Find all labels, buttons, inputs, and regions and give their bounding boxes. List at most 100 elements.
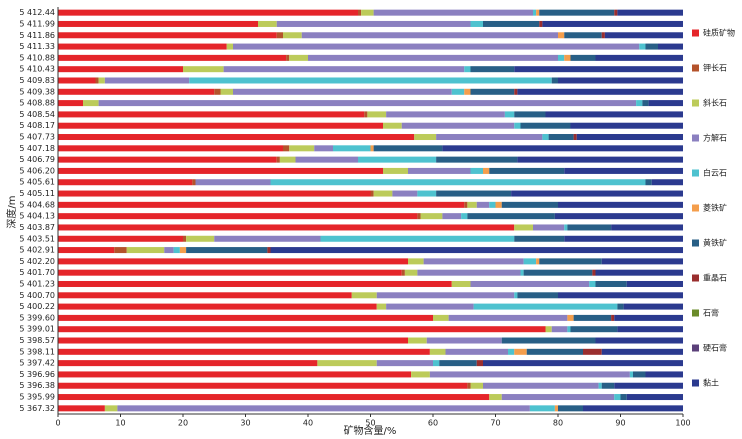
bar-segment <box>283 32 302 39</box>
bar-segment <box>464 201 468 208</box>
bar-segment <box>604 32 683 39</box>
bar-segment <box>433 360 440 367</box>
bar-segment <box>442 213 462 220</box>
y-tick-label: 5 402.91 <box>19 246 55 255</box>
bar-segment <box>539 9 615 16</box>
legend-swatch <box>692 29 699 37</box>
y-tick-label: 5 405.61 <box>19 178 55 187</box>
bar-segment <box>558 54 565 61</box>
legend-label: 白云石 <box>703 168 727 178</box>
bar-segment <box>351 292 377 299</box>
bar-segment <box>473 303 618 310</box>
bar-segment <box>383 167 408 174</box>
y-tick-label: 5 408.54 <box>19 110 55 119</box>
bar-segment <box>464 88 471 95</box>
bar-segment <box>623 303 683 310</box>
bar-segment <box>508 348 515 355</box>
bar-segment <box>276 20 471 27</box>
bar-segment <box>58 134 415 141</box>
bar-segment <box>595 54 683 61</box>
legend-label: 斜长石 <box>703 98 727 108</box>
legend-swatch <box>692 99 699 107</box>
bar-segment <box>611 314 615 321</box>
bar-segment <box>289 145 315 152</box>
bar-segment <box>448 314 568 321</box>
bar-segment <box>426 337 502 344</box>
bar-segment <box>558 405 583 412</box>
bar-segment <box>611 224 683 231</box>
x-tick-label: 20 <box>178 419 188 428</box>
legend-swatch <box>692 204 699 212</box>
bar-segment <box>58 145 283 152</box>
bar-segment <box>301 32 558 39</box>
bar-segment <box>495 201 502 208</box>
bar-segment <box>183 235 187 242</box>
bar-segment <box>104 405 118 412</box>
bar-segment <box>220 88 233 95</box>
bar-segment <box>520 122 571 129</box>
bar-segment <box>467 213 555 220</box>
bar-segment <box>514 111 546 118</box>
bar-segment <box>542 134 549 141</box>
bar-segment <box>58 100 83 107</box>
bar-segment <box>583 405 683 412</box>
bar-segment <box>470 167 483 174</box>
bar-segment <box>386 303 474 310</box>
bar-segment <box>570 54 596 61</box>
bar-segment <box>567 224 612 231</box>
bar-segment <box>536 258 540 265</box>
bar-segment <box>214 88 221 95</box>
bar-segment <box>95 77 99 84</box>
bar-segment <box>501 201 558 208</box>
bar-segment <box>470 66 515 73</box>
bar-segment <box>595 337 683 344</box>
bar-segment <box>595 269 683 276</box>
bar-segment <box>267 247 271 254</box>
bar-segment <box>317 360 377 367</box>
bar-segment <box>626 280 683 287</box>
bar-segment <box>564 54 571 61</box>
legend-swatch <box>692 64 699 72</box>
legend-label: 石膏 <box>703 308 719 318</box>
bar-segment <box>445 348 508 355</box>
bar-segment <box>526 348 583 355</box>
bar-segment <box>642 100 649 107</box>
legend-swatch <box>692 134 699 142</box>
bar-segment <box>451 280 471 287</box>
bar-segment <box>286 54 290 61</box>
bar-segment <box>523 269 593 276</box>
bar-segment <box>417 190 437 197</box>
bar-segment <box>436 156 518 163</box>
bar-segment <box>589 280 596 287</box>
bar-segment <box>370 190 374 197</box>
bar-segment <box>58 235 183 242</box>
bar-segment <box>58 405 105 412</box>
bar-segment <box>558 201 683 208</box>
bar-segment <box>639 43 646 50</box>
bar-segment <box>617 303 624 310</box>
bar-segment <box>429 371 630 378</box>
x-tick-label: 60 <box>428 419 438 428</box>
bar-segment <box>614 382 683 389</box>
bar-segment <box>404 269 418 276</box>
bar-segment <box>58 43 227 50</box>
bar-segment <box>483 382 599 389</box>
bar-segment <box>98 100 637 107</box>
bar-segment <box>58 66 183 73</box>
y-tick-label: 5 396.38 <box>19 381 55 390</box>
bar-segment <box>195 179 271 186</box>
bar-segment <box>58 179 193 186</box>
bar-segment <box>514 122 521 129</box>
bar-segment <box>651 179 683 186</box>
bar-segment <box>601 258 683 265</box>
bar-segment <box>514 224 533 231</box>
bar-segment <box>186 247 268 254</box>
bar-segment <box>620 394 627 401</box>
legend-swatch <box>692 239 699 247</box>
y-tick-label: 5 402.20 <box>19 257 55 266</box>
y-tick-label: 5 403.87 <box>19 223 55 232</box>
bar-segment <box>517 156 683 163</box>
bar-segment <box>58 258 408 265</box>
bar-segment <box>548 134 574 141</box>
x-tick-label: 10 <box>115 419 125 428</box>
